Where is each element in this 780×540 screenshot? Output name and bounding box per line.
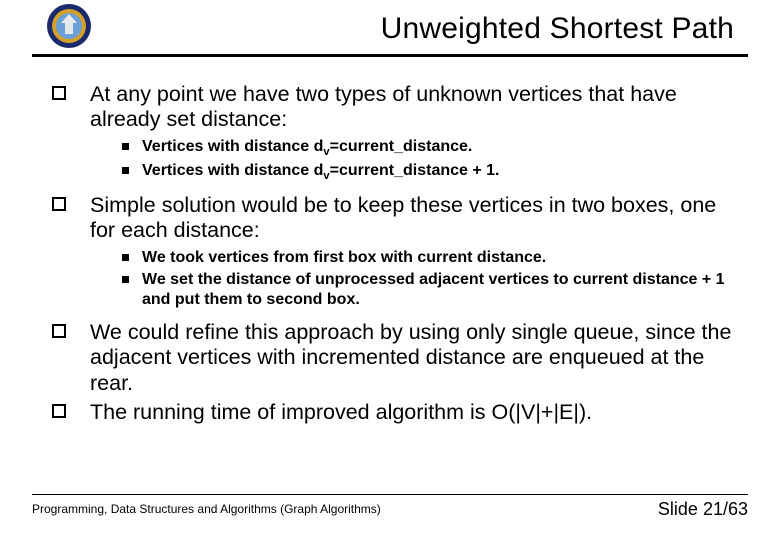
sub-bullet-item: Vertices with distance dv=current_distan… bbox=[90, 161, 740, 183]
sub-bullet-item: We took vertices from first box with cur… bbox=[90, 248, 740, 268]
square-bullet-icon bbox=[52, 86, 66, 100]
footer: Programming, Data Structures and Algorit… bbox=[32, 500, 748, 518]
square-bullet-icon bbox=[52, 197, 66, 211]
bullet-item: The running time of improved algorithm i… bbox=[52, 400, 740, 425]
sub-bullet-item: Vertices with distance dv=current_distan… bbox=[90, 137, 740, 159]
sub-bullet-text: Vertices with distance dv=current_distan… bbox=[142, 161, 740, 183]
header-rule bbox=[32, 54, 748, 57]
slide: Unweighted Shortest Path At any point we… bbox=[0, 0, 780, 540]
sub-bullet-item: We set the distance of unprocessed adjac… bbox=[90, 270, 740, 310]
bullet-item: We could refine this approach by using o… bbox=[52, 320, 740, 396]
sub-bullet-text: We set the distance of unprocessed adjac… bbox=[142, 270, 740, 310]
square-bullet-icon bbox=[52, 404, 66, 418]
sub-bullet-list: We took vertices from first box with cur… bbox=[90, 248, 740, 310]
square-sub-bullet-icon bbox=[122, 143, 129, 150]
bullet-text: At any point we have two types of unknow… bbox=[90, 82, 740, 133]
square-bullet-icon bbox=[52, 324, 66, 338]
square-sub-bullet-icon bbox=[122, 276, 129, 283]
bullet-item: Simple solution would be to keep these v… bbox=[52, 193, 740, 310]
bullet-list: At any point we have two types of unknow… bbox=[52, 82, 740, 425]
slide-number: Slide 21/63 bbox=[658, 499, 748, 520]
footer-rule bbox=[32, 494, 748, 495]
sub-bullet-list: Vertices with distance dv=current_distan… bbox=[90, 137, 740, 183]
header: Unweighted Shortest Path bbox=[0, 0, 780, 62]
sub-bullet-text: We took vertices from first box with cur… bbox=[142, 248, 740, 268]
logo-icon bbox=[46, 3, 92, 49]
slide-title: Unweighted Shortest Path bbox=[381, 12, 734, 46]
content-area: At any point we have two types of unknow… bbox=[52, 82, 740, 427]
footer-left: Programming, Data Structures and Algorit… bbox=[32, 502, 381, 516]
bullet-item: At any point we have two types of unknow… bbox=[52, 82, 740, 183]
bullet-text: Simple solution would be to keep these v… bbox=[90, 193, 740, 244]
square-sub-bullet-icon bbox=[122, 254, 129, 261]
bullet-text: The running time of improved algorithm i… bbox=[90, 400, 740, 425]
bullet-text: We could refine this approach by using o… bbox=[90, 320, 740, 396]
sub-bullet-text: Vertices with distance dv=current_distan… bbox=[142, 137, 740, 159]
square-sub-bullet-icon bbox=[122, 167, 129, 174]
